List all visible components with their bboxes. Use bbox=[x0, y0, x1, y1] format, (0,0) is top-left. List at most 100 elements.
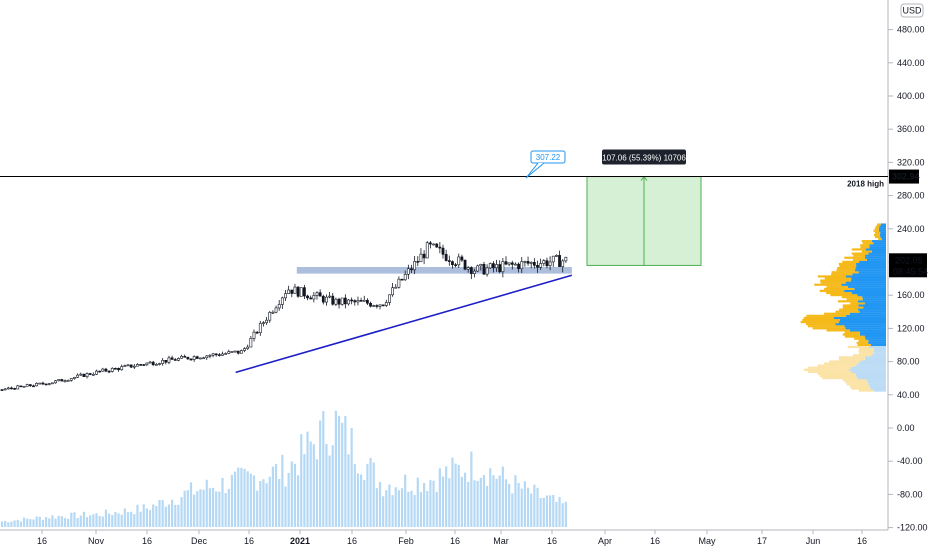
candle bbox=[161, 357, 165, 366]
volume-profile-down bbox=[849, 368, 886, 371]
candle bbox=[13, 387, 17, 390]
candle bbox=[126, 364, 130, 367]
time-tick-label: Feb bbox=[398, 536, 414, 546]
candle bbox=[488, 262, 492, 269]
volume-profile-down bbox=[844, 325, 886, 328]
volume-bar bbox=[57, 515, 60, 527]
candle bbox=[469, 266, 473, 280]
candle bbox=[416, 256, 420, 267]
volume-profile-up bbox=[838, 356, 865, 359]
candle bbox=[0, 389, 4, 392]
candle bbox=[328, 292, 332, 299]
volume-bar bbox=[161, 500, 164, 527]
candle bbox=[520, 257, 524, 274]
candle bbox=[498, 260, 502, 274]
volume-bar bbox=[136, 504, 139, 527]
volume-bar bbox=[54, 518, 57, 527]
volume-profile-up bbox=[807, 370, 851, 373]
volume-bar bbox=[133, 514, 136, 527]
volume-profile-down bbox=[870, 387, 886, 390]
volume-profile-down bbox=[879, 225, 886, 228]
candle bbox=[6, 386, 10, 390]
volume-profile-up bbox=[803, 316, 834, 320]
candle bbox=[258, 320, 262, 336]
volume-profile-up bbox=[859, 347, 874, 351]
candle bbox=[375, 304, 379, 309]
volume-profile-up bbox=[803, 368, 850, 371]
candle bbox=[221, 351, 224, 356]
volume-profile-up bbox=[852, 258, 867, 261]
candle bbox=[539, 258, 543, 270]
candle bbox=[16, 384, 20, 390]
volume-profile-up bbox=[851, 248, 866, 251]
volume-profile-down bbox=[871, 354, 886, 357]
volume-profile-down bbox=[841, 283, 886, 286]
volume-profile-up bbox=[838, 262, 857, 266]
volume-profile-up bbox=[806, 314, 847, 317]
volume-bar bbox=[230, 474, 234, 527]
candle bbox=[422, 250, 426, 265]
volume-profile-down bbox=[869, 244, 886, 247]
volume-bar bbox=[341, 422, 344, 527]
candle bbox=[463, 259, 467, 271]
volume-bar bbox=[271, 466, 274, 527]
volume-bar bbox=[564, 501, 567, 527]
candle bbox=[117, 367, 120, 372]
volume-profile-down bbox=[868, 252, 886, 255]
volume-bar bbox=[400, 488, 404, 527]
candle bbox=[501, 257, 505, 278]
volume-profile-down bbox=[839, 318, 886, 322]
volume-profile-down bbox=[866, 258, 886, 261]
volume-bar bbox=[19, 521, 22, 527]
candle bbox=[60, 378, 64, 382]
price-tick-label: 160.00 bbox=[897, 290, 925, 300]
price-callout[interactable]: 307.22 bbox=[525, 150, 566, 179]
volume-bar bbox=[174, 504, 177, 527]
volume-bar bbox=[262, 479, 265, 527]
volume-profile-up bbox=[854, 337, 866, 340]
candle bbox=[299, 287, 303, 297]
volume-bar bbox=[193, 494, 196, 527]
candle bbox=[101, 367, 105, 372]
time-tick-label: 17 bbox=[757, 536, 767, 546]
volume-profile-down bbox=[873, 350, 886, 353]
volume-bar bbox=[268, 476, 271, 527]
volume-bar bbox=[221, 477, 224, 527]
volume-profile-up bbox=[861, 240, 872, 243]
candle bbox=[262, 321, 265, 327]
candle bbox=[510, 260, 514, 270]
volume-bar bbox=[297, 475, 300, 527]
candle bbox=[104, 367, 108, 373]
ascending-trendline[interactable] bbox=[235, 274, 573, 374]
volume-profile-down bbox=[868, 341, 886, 344]
candle bbox=[236, 350, 240, 355]
volume-bar bbox=[171, 499, 174, 527]
volume-profile-down bbox=[856, 374, 886, 378]
candle bbox=[460, 254, 464, 262]
candle bbox=[63, 379, 67, 383]
volume-bar bbox=[63, 518, 67, 527]
candle bbox=[10, 386, 13, 390]
currency-badge[interactable]: USD bbox=[900, 3, 924, 18]
volume-profile-down bbox=[857, 377, 886, 380]
candle bbox=[280, 296, 284, 309]
volume-profile-up bbox=[844, 335, 865, 338]
volume-profile-up bbox=[852, 354, 872, 357]
volume-bar bbox=[142, 504, 145, 527]
volume-bar bbox=[407, 491, 410, 527]
volume-profile-down bbox=[855, 364, 886, 367]
candle bbox=[107, 370, 111, 374]
volume-bar bbox=[482, 475, 486, 527]
volume-profile-up bbox=[842, 306, 864, 309]
volume-bar bbox=[205, 479, 208, 527]
volume-bar bbox=[10, 521, 13, 527]
candle bbox=[3, 388, 7, 391]
support-zone[interactable] bbox=[296, 266, 572, 274]
volume-bar bbox=[476, 480, 479, 527]
volume-bar bbox=[218, 491, 221, 527]
volume-bar bbox=[29, 519, 32, 527]
volume-bar bbox=[322, 411, 325, 527]
volume-profile-up bbox=[820, 281, 846, 284]
candle bbox=[542, 259, 546, 267]
